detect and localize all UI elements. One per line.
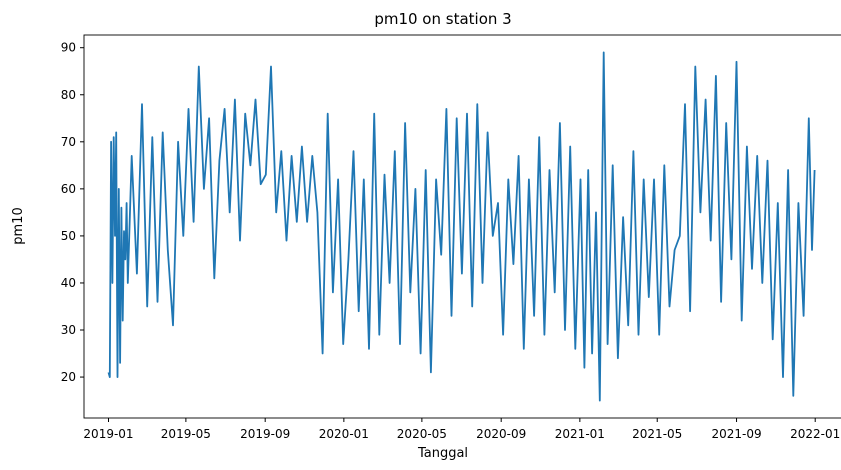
x-tick-label: 2022-01 — [790, 427, 840, 441]
x-tick-label: 2020-09 — [476, 427, 526, 441]
x-tick-label: 2019-01 — [83, 427, 133, 441]
chart-title: pm10 on station 3 — [374, 10, 511, 28]
y-tick-label: 50 — [61, 229, 76, 243]
y-axis: 20 30 40 50 60 70 80 90 — [61, 41, 84, 384]
plot-area — [83, 34, 841, 419]
x-tick-label: 2019-05 — [161, 427, 211, 441]
y-axis-label: pm10 — [11, 207, 26, 244]
y-tick-label: 70 — [61, 135, 76, 149]
y-tick-label: 20 — [61, 370, 76, 384]
y-tick-label: 40 — [61, 276, 76, 290]
x-tick-label: 2019-09 — [240, 427, 290, 441]
plot-frame — [83, 34, 841, 419]
x-axis: 2019-01 2019-05 2019-09 2020-01 2020-05 2020-… — [83, 418, 840, 441]
x-tick-label: 2021-09 — [711, 427, 761, 441]
x-tick-label: 2021-05 — [632, 427, 682, 441]
x-tick-label: 2020-01 — [319, 427, 369, 441]
series-line — [107, 51, 816, 402]
y-tick-label: 30 — [61, 323, 76, 337]
y-tick-label: 90 — [61, 41, 76, 55]
x-tick-label: 2020-05 — [397, 427, 447, 441]
x-tick-label: 2021-01 — [555, 427, 605, 441]
y-tick-label: 80 — [61, 88, 76, 102]
y-tick-label: 60 — [61, 182, 76, 196]
x-axis-label: Tanggal — [417, 446, 468, 461]
